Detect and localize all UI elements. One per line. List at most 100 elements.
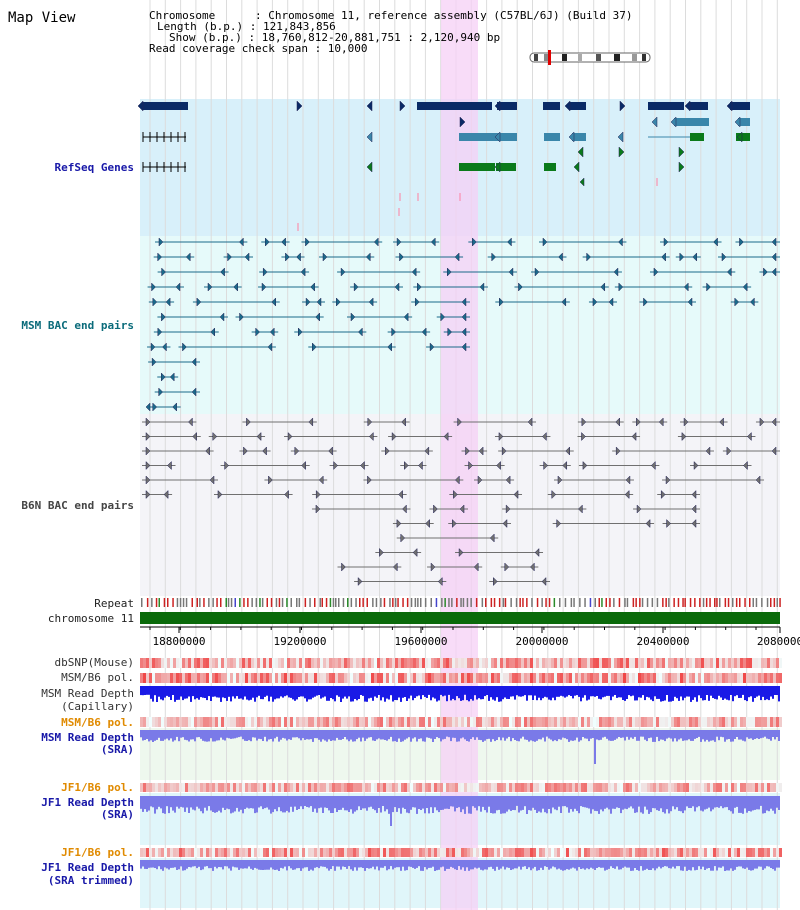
strand-arrow[interactable] xyxy=(336,297,341,307)
strand-arrow[interactable] xyxy=(255,327,261,337)
strand-arrow[interactable] xyxy=(161,372,166,382)
repeat-element[interactable] xyxy=(579,598,581,607)
strand-arrow[interactable] xyxy=(556,518,562,529)
strand-arrow[interactable] xyxy=(233,282,238,292)
repeat-element[interactable] xyxy=(176,598,179,607)
repeat-element[interactable] xyxy=(646,598,649,607)
strand-arrow[interactable] xyxy=(404,460,409,471)
strand-arrow[interactable] xyxy=(333,460,338,471)
repeat-element[interactable] xyxy=(584,598,586,607)
strand-arrow[interactable] xyxy=(392,562,398,572)
repeat-element[interactable] xyxy=(441,598,443,607)
strand-arrow[interactable] xyxy=(494,100,501,112)
strand-arrow[interactable] xyxy=(507,237,512,247)
repeat-element[interactable] xyxy=(705,598,708,607)
strand-arrow[interactable] xyxy=(399,252,404,262)
strand-arrow[interactable] xyxy=(172,402,177,412)
repeat-element[interactable] xyxy=(191,598,194,607)
track-label-refseq[interactable]: RefSeq Genes xyxy=(54,161,134,174)
strand-arrow[interactable] xyxy=(461,312,467,322)
strand-arrow[interactable] xyxy=(505,504,511,514)
strand-arrow[interactable] xyxy=(425,518,430,529)
strand-arrow[interactable] xyxy=(663,237,669,247)
track-label-dbsnp[interactable]: dbSNP(Mouse) xyxy=(54,656,134,669)
strand-arrow[interactable] xyxy=(417,282,422,292)
strand-arrow[interactable] xyxy=(705,446,711,456)
strand-arrow[interactable] xyxy=(542,431,547,442)
repeat-element[interactable] xyxy=(225,598,228,607)
strand-arrow[interactable] xyxy=(473,562,479,572)
repeat-element[interactable] xyxy=(639,598,641,607)
repeat-element[interactable] xyxy=(275,598,278,607)
gene-exon[interactable] xyxy=(543,102,560,110)
repeat-element[interactable] xyxy=(182,598,185,607)
strand-arrow[interactable] xyxy=(755,475,761,485)
repeat-element[interactable] xyxy=(372,598,374,607)
gene-exon[interactable] xyxy=(736,133,750,141)
repeat-element[interactable] xyxy=(234,598,237,607)
strand-arrow[interactable] xyxy=(454,475,460,485)
strand-arrow[interactable] xyxy=(369,431,374,442)
repeat-element[interactable] xyxy=(314,598,316,607)
repeat-element[interactable] xyxy=(635,598,637,607)
track-label-b6n-bac[interactable]: B6N BAC end pairs xyxy=(21,499,134,512)
repeat-element[interactable] xyxy=(456,598,458,607)
repeat-element[interactable] xyxy=(493,598,496,607)
repeat-element[interactable] xyxy=(167,598,169,607)
repeat-element[interactable] xyxy=(290,598,293,607)
repeat-element[interactable] xyxy=(668,598,670,607)
repeat-element[interactable] xyxy=(475,598,478,607)
repeat-element[interactable] xyxy=(347,598,349,607)
strand-arrow[interactable] xyxy=(501,446,507,456)
strand-arrow[interactable] xyxy=(734,116,741,128)
track-label-msm-depth-cap[interactable]: MSM Read Depth xyxy=(41,687,134,700)
repeat-element[interactable] xyxy=(545,598,547,607)
repeat-element[interactable] xyxy=(417,598,419,607)
strand-arrow[interactable] xyxy=(205,446,210,456)
strand-arrow[interactable] xyxy=(564,100,571,112)
strand-arrow[interactable] xyxy=(185,252,191,262)
repeat-element[interactable] xyxy=(359,598,361,607)
repeat-element[interactable] xyxy=(338,598,340,607)
strand-arrow[interactable] xyxy=(151,357,157,367)
strand-arrow[interactable] xyxy=(558,252,563,262)
strand-arrow[interactable] xyxy=(541,576,547,587)
strand-arrow[interactable] xyxy=(513,489,519,500)
strand-arrow[interactable] xyxy=(636,417,641,427)
repeat-element[interactable] xyxy=(559,598,561,607)
strand-arrow[interactable] xyxy=(643,297,648,307)
repeat-element[interactable] xyxy=(402,598,404,607)
strand-arrow[interactable] xyxy=(403,312,409,322)
strand-arrow[interactable] xyxy=(182,342,187,352)
track-label-jf1-b6-pol[interactable]: JF1/B6 pol. xyxy=(61,781,134,794)
strand-arrow[interactable] xyxy=(239,312,244,322)
strand-arrow[interactable] xyxy=(461,342,467,352)
repeat-element[interactable] xyxy=(430,598,433,607)
strand-arrow[interactable] xyxy=(494,161,501,173)
repeat-element[interactable] xyxy=(564,598,567,607)
strand-arrow[interactable] xyxy=(414,297,420,307)
strand-arrow[interactable] xyxy=(713,237,718,247)
repeat-element[interactable] xyxy=(220,598,222,607)
track-label-jf1-depth-trim[interactable]: JF1 Read Depth xyxy=(41,861,134,874)
repeat-element[interactable] xyxy=(414,598,417,607)
gene-exon[interactable] xyxy=(674,118,709,126)
strand-arrow[interactable] xyxy=(562,460,568,471)
strand-arrow[interactable] xyxy=(312,342,317,352)
strand-arrow[interactable] xyxy=(396,518,402,529)
repeat-element[interactable] xyxy=(151,598,153,607)
strand-arrow[interactable] xyxy=(771,267,777,277)
strand-arrow[interactable] xyxy=(418,460,423,471)
repeat-element[interactable] xyxy=(618,598,621,607)
strand-arrow[interactable] xyxy=(658,417,664,427)
gene-exon[interactable] xyxy=(143,102,188,110)
repeat-element[interactable] xyxy=(319,598,322,607)
strand-arrow[interactable] xyxy=(683,282,689,292)
strand-arrow[interactable] xyxy=(151,282,156,292)
strand-arrow[interactable] xyxy=(618,282,624,292)
strand-arrow[interactable] xyxy=(651,116,658,128)
strand-arrow[interactable] xyxy=(465,446,470,456)
strand-arrow[interactable] xyxy=(145,402,151,412)
strand-arrow[interactable] xyxy=(262,267,268,277)
repeat-element[interactable] xyxy=(515,598,518,607)
